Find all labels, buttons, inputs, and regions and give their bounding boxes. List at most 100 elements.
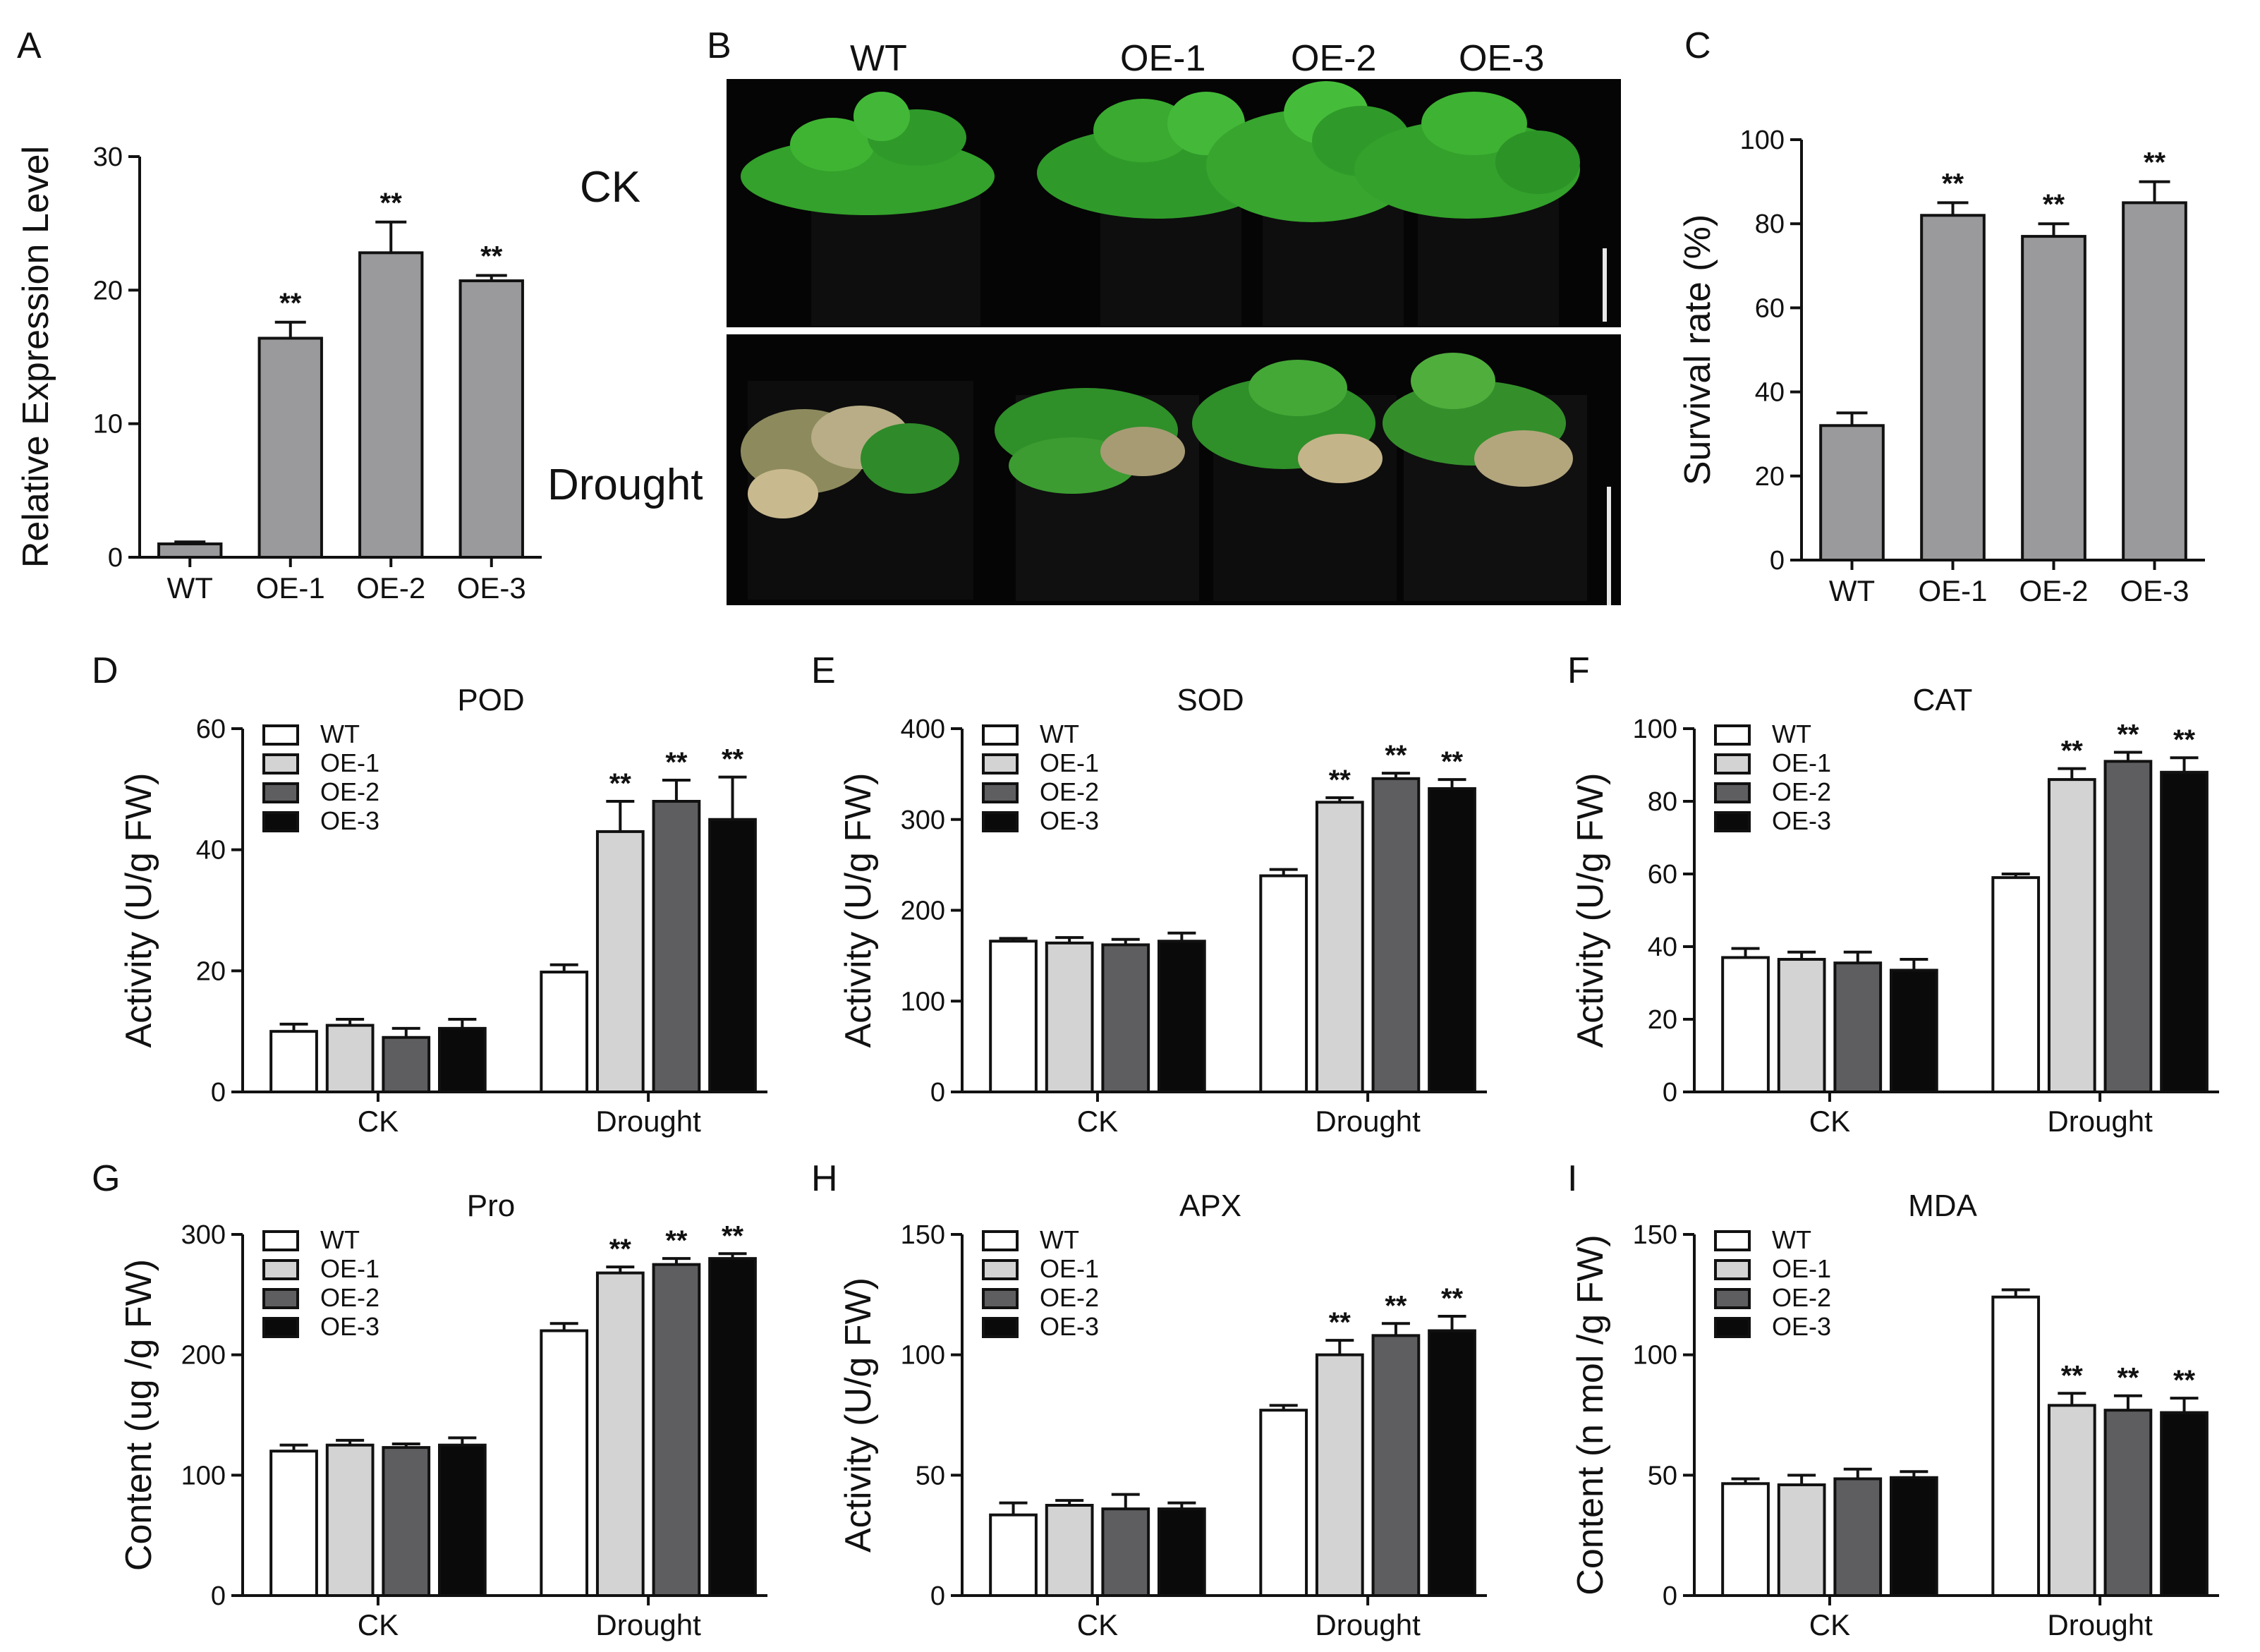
y-tick-label: 0 xyxy=(1770,546,1785,576)
panel-letter-d: D xyxy=(92,650,119,691)
y-tick-label: 400 xyxy=(901,715,945,744)
legend-swatch xyxy=(982,753,1019,775)
chart-relative-expression: 0 10 20 30 Relative Expression Level WT OE-1 **… xyxy=(16,142,542,605)
legend-label: OE-1 xyxy=(1772,1254,1831,1283)
panel-letter-f: F xyxy=(1567,650,1590,691)
y-axis-label: Activity (U/g FW) xyxy=(1570,773,1611,1048)
significance-label: ** xyxy=(380,188,403,219)
photo-drought-plants xyxy=(741,353,1611,605)
legend-swatch xyxy=(982,811,1019,832)
legend-label: WT xyxy=(320,1225,360,1254)
significance-label: ** xyxy=(609,1234,632,1265)
y-tick-label: 20 xyxy=(196,956,226,986)
bar xyxy=(1045,941,1094,1093)
legend-label: OE-3 xyxy=(1772,806,1831,835)
x-tick-label: OE-3 xyxy=(457,571,526,605)
bar xyxy=(382,1446,431,1598)
legend-label: WT xyxy=(1040,1225,1079,1254)
x-tick-label: Drought xyxy=(2047,1105,2153,1138)
y-tick-label: 150 xyxy=(901,1220,945,1250)
y-tick-label: 200 xyxy=(901,897,945,926)
photo-label-oe1: OE-1 xyxy=(1120,38,1205,79)
panel-letter-c: C xyxy=(1684,25,1711,66)
chart-title: SOD xyxy=(1177,683,1244,717)
x-tick-label: OE-2 xyxy=(356,571,425,605)
panel-letter-i: I xyxy=(1567,1158,1577,1199)
y-tick-label: 60 xyxy=(196,715,226,744)
bar xyxy=(1101,1507,1150,1598)
panel-letter-g: G xyxy=(92,1158,120,1199)
significance-label: ** xyxy=(2061,736,2084,767)
x-tick-label: OE-1 xyxy=(1918,574,1987,607)
legend-swatch xyxy=(262,1288,299,1309)
plant-photo-panel: WT OE-1 OE-2 OE-3 CK Drought xyxy=(547,38,1621,605)
bar xyxy=(989,1513,1038,1597)
bar xyxy=(1315,801,1364,1093)
y-tick-label: 0 xyxy=(930,1581,945,1611)
chart-title: POD xyxy=(457,683,524,717)
bar xyxy=(458,279,524,559)
chart-pro: 0 100 200 300 Content (ug /g FW) Pro CK ** ** ** D… xyxy=(119,1189,767,1641)
legend-swatch xyxy=(1714,753,1751,775)
bar xyxy=(438,1443,487,1598)
x-tick-label: OE-3 xyxy=(2120,574,2189,607)
bar xyxy=(1890,968,1938,1093)
bar xyxy=(1890,1476,1938,1597)
x-tick-label: CK xyxy=(1077,1105,1118,1138)
bar xyxy=(269,1030,318,1093)
bar xyxy=(652,1263,701,1597)
legend-swatch xyxy=(262,1317,299,1338)
bar xyxy=(1920,214,1986,561)
chart-cat: 0 20 40 60 80 100 Activity (U/g FW) CAT CK ** ** **… xyxy=(1570,683,2219,1138)
legend-label: WT xyxy=(320,719,360,748)
significance-label: ** xyxy=(722,1220,744,1251)
legend-swatch xyxy=(1714,724,1751,746)
legend-label: WT xyxy=(1772,1225,1811,1254)
bar xyxy=(1158,1507,1206,1598)
y-tick-label: 300 xyxy=(901,806,945,835)
y-tick-label: 10 xyxy=(93,410,123,439)
significance-label: ** xyxy=(1329,765,1351,796)
y-tick-label: 200 xyxy=(181,1341,226,1371)
significance-label: ** xyxy=(2061,1360,2084,1391)
y-tick-label: 150 xyxy=(1633,1220,1677,1250)
y-axis-label: Activity (U/g FW) xyxy=(838,773,879,1048)
significance-label: ** xyxy=(1385,740,1407,771)
y-axis-label: Content (n mol /g FW) xyxy=(1570,1234,1611,1595)
y-tick-label: 40 xyxy=(196,836,226,866)
bar xyxy=(2122,201,2187,561)
bar xyxy=(1315,1353,1364,1597)
legend-swatch xyxy=(262,753,299,775)
bar xyxy=(708,1257,757,1597)
significance-label: ** xyxy=(1441,746,1464,777)
bar xyxy=(1819,424,1885,562)
y-tick-label: 0 xyxy=(211,1078,226,1107)
x-tick-label: CK xyxy=(358,1608,399,1641)
chart-title: CAT xyxy=(1913,683,1973,717)
bar xyxy=(595,1271,645,1597)
bar xyxy=(1721,956,1770,1093)
y-tick-label: 80 xyxy=(1648,787,1677,817)
bar xyxy=(595,830,645,1093)
chart-title: MDA xyxy=(1908,1189,1977,1223)
bar xyxy=(1777,1483,1826,1597)
bar xyxy=(1833,961,1883,1094)
bar xyxy=(540,971,589,1094)
legend-label: OE-2 xyxy=(320,777,379,806)
x-tick-label: CK xyxy=(1809,1608,1850,1641)
legend-swatch xyxy=(1714,782,1751,803)
legend-swatch xyxy=(982,724,1019,746)
x-tick-label: Drought xyxy=(1315,1608,1421,1641)
y-tick-label: 0 xyxy=(1663,1581,1677,1611)
y-tick-label: 40 xyxy=(1648,933,1677,962)
y-tick-label: 100 xyxy=(1633,715,1677,744)
bar xyxy=(1101,943,1150,1094)
bar xyxy=(1428,1329,1476,1597)
y-axis-label: Survival rate (%) xyxy=(1677,214,1718,485)
y-tick-label: 100 xyxy=(901,1341,945,1371)
y-tick-label: 0 xyxy=(930,1078,945,1107)
legend-label: OE-1 xyxy=(320,1254,379,1283)
significance-label: ** xyxy=(609,768,632,799)
legend-label: OE-2 xyxy=(1772,777,1831,806)
legend-label: OE-3 xyxy=(320,1312,379,1341)
